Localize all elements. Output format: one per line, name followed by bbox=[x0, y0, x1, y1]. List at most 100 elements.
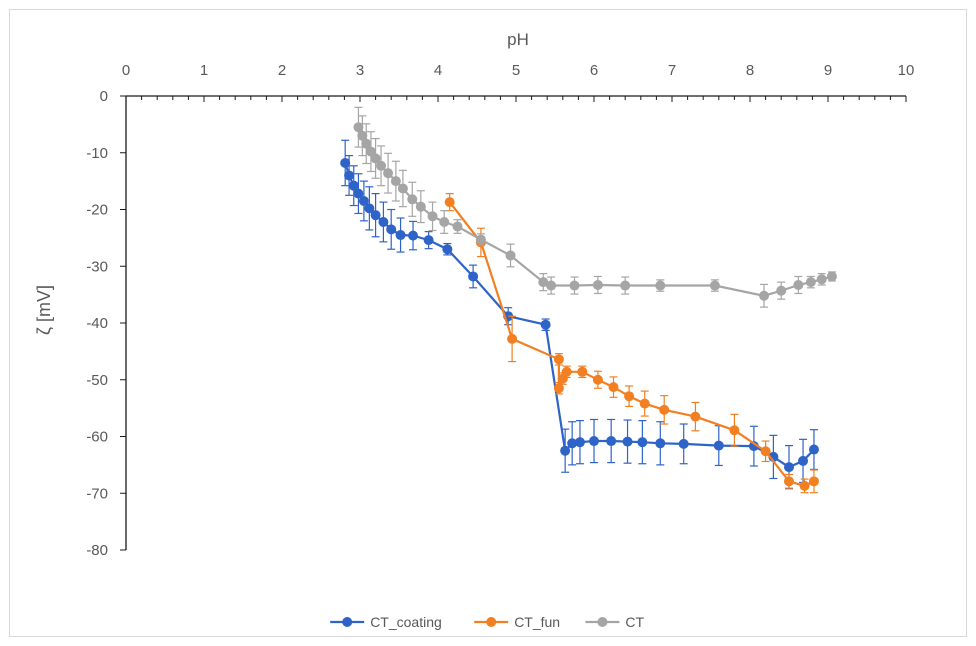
y-tick-label: -40 bbox=[86, 315, 108, 332]
legend: CT_coating CT_fun CT bbox=[330, 614, 645, 630]
chart-frame: pH ζ [mV] 0 1 2 3 4 5 6 7 8 9 10 0 -10 -20 -30 -40 -50 -6… bbox=[9, 9, 967, 637]
data-point bbox=[759, 290, 770, 301]
data-point bbox=[622, 436, 633, 447]
data-point bbox=[546, 280, 557, 291]
x-tick-label: 10 bbox=[898, 62, 915, 79]
data-point bbox=[620, 280, 631, 291]
data-point bbox=[608, 382, 619, 393]
data-point bbox=[784, 476, 794, 487]
data-point bbox=[376, 160, 387, 171]
data-point bbox=[592, 279, 603, 290]
data-point bbox=[353, 122, 364, 133]
data-point bbox=[507, 333, 518, 344]
data-point bbox=[639, 398, 650, 409]
legend-marker bbox=[342, 617, 353, 627]
data-point bbox=[589, 436, 599, 447]
data-point bbox=[606, 436, 617, 447]
legend-marker bbox=[486, 617, 497, 627]
data-point bbox=[826, 271, 837, 282]
x-tick-label: 5 bbox=[512, 62, 520, 79]
data-point bbox=[793, 279, 804, 290]
y-tick-label: -20 bbox=[86, 202, 108, 219]
data-point bbox=[659, 404, 670, 415]
data-point bbox=[540, 319, 551, 330]
legend-label: CT bbox=[625, 614, 644, 630]
y-tick-label: -80 bbox=[86, 542, 108, 559]
data-point bbox=[808, 444, 819, 455]
data-point bbox=[748, 441, 759, 452]
data-point bbox=[816, 274, 827, 285]
data-point bbox=[574, 437, 585, 448]
legend-item-CT_fun: CT_fun bbox=[474, 614, 560, 630]
data-point bbox=[397, 183, 408, 194]
data-point bbox=[386, 224, 397, 235]
data-point bbox=[427, 211, 438, 222]
data-point bbox=[690, 411, 701, 422]
data-point bbox=[655, 280, 666, 291]
data-point bbox=[569, 280, 580, 291]
data-point bbox=[370, 210, 381, 221]
data-point bbox=[784, 462, 794, 473]
data-point bbox=[357, 130, 368, 141]
data-point bbox=[370, 153, 381, 164]
data-point bbox=[655, 438, 666, 449]
data-point bbox=[395, 230, 406, 241]
x-tick-label: 6 bbox=[590, 62, 598, 79]
data-point bbox=[340, 157, 351, 168]
data-point bbox=[553, 354, 564, 365]
data-point bbox=[713, 440, 724, 451]
data-point bbox=[358, 195, 369, 206]
data-point bbox=[567, 438, 578, 449]
data-point bbox=[361, 138, 372, 149]
data-point bbox=[348, 180, 359, 191]
legend-label: CT_coating bbox=[370, 614, 442, 630]
legend-item-CT_coating: CT_coating bbox=[330, 614, 442, 630]
x-tick-label: 3 bbox=[356, 62, 364, 79]
y-tick-label: -70 bbox=[86, 485, 108, 502]
legend-label: CT_fun bbox=[514, 614, 560, 630]
zeta-potential-chart: pH ζ [mV] 0 1 2 3 4 5 6 7 8 9 10 0 -10 -20 -30 -40 -50 -6… bbox=[34, 30, 914, 630]
data-point bbox=[407, 194, 418, 205]
data-point bbox=[799, 480, 810, 491]
data-point bbox=[709, 280, 720, 291]
y-tick-label: -50 bbox=[86, 372, 108, 389]
data-point bbox=[729, 425, 740, 436]
data-point bbox=[624, 391, 635, 402]
data-point bbox=[560, 445, 571, 456]
data-point bbox=[538, 277, 549, 288]
data-point bbox=[383, 168, 394, 179]
x-tick-label: 8 bbox=[746, 62, 754, 79]
data-point bbox=[592, 374, 603, 385]
data-point bbox=[475, 234, 486, 245]
data-point bbox=[444, 197, 455, 208]
x-tick-label: 1 bbox=[200, 62, 208, 79]
data-point bbox=[798, 455, 809, 466]
data-point bbox=[439, 216, 450, 227]
x-axis-title: pH bbox=[507, 30, 529, 49]
data-point bbox=[805, 277, 816, 288]
x-tick-label: 9 bbox=[824, 62, 832, 79]
y-tick-label: -60 bbox=[86, 429, 108, 446]
data-point bbox=[442, 244, 453, 255]
data-point bbox=[561, 366, 572, 377]
data-point bbox=[637, 437, 648, 448]
data-point bbox=[408, 230, 419, 241]
x-tick-label: 0 bbox=[122, 62, 130, 79]
legend-item-CT: CT bbox=[585, 614, 645, 630]
y-axis-title: ζ [mV] bbox=[34, 285, 54, 335]
data-point bbox=[344, 170, 355, 181]
data-point bbox=[577, 366, 588, 377]
x-tick-label: 4 bbox=[434, 62, 442, 79]
data-point bbox=[553, 383, 564, 394]
data-point bbox=[378, 216, 389, 227]
data-point bbox=[505, 250, 516, 261]
data-point bbox=[423, 235, 434, 246]
data-point bbox=[452, 221, 463, 232]
x-tick-label: 2 bbox=[278, 62, 286, 79]
data-point bbox=[776, 285, 787, 296]
axes: 0 1 2 3 4 5 6 7 8 9 10 0 -10 -20 -30 -40 -50 -60 -70 -80 bbox=[86, 62, 914, 559]
y-tick-label: -10 bbox=[86, 145, 108, 162]
data-point bbox=[364, 203, 375, 214]
x-tick-label: 7 bbox=[668, 62, 676, 79]
legend-marker bbox=[597, 617, 608, 627]
